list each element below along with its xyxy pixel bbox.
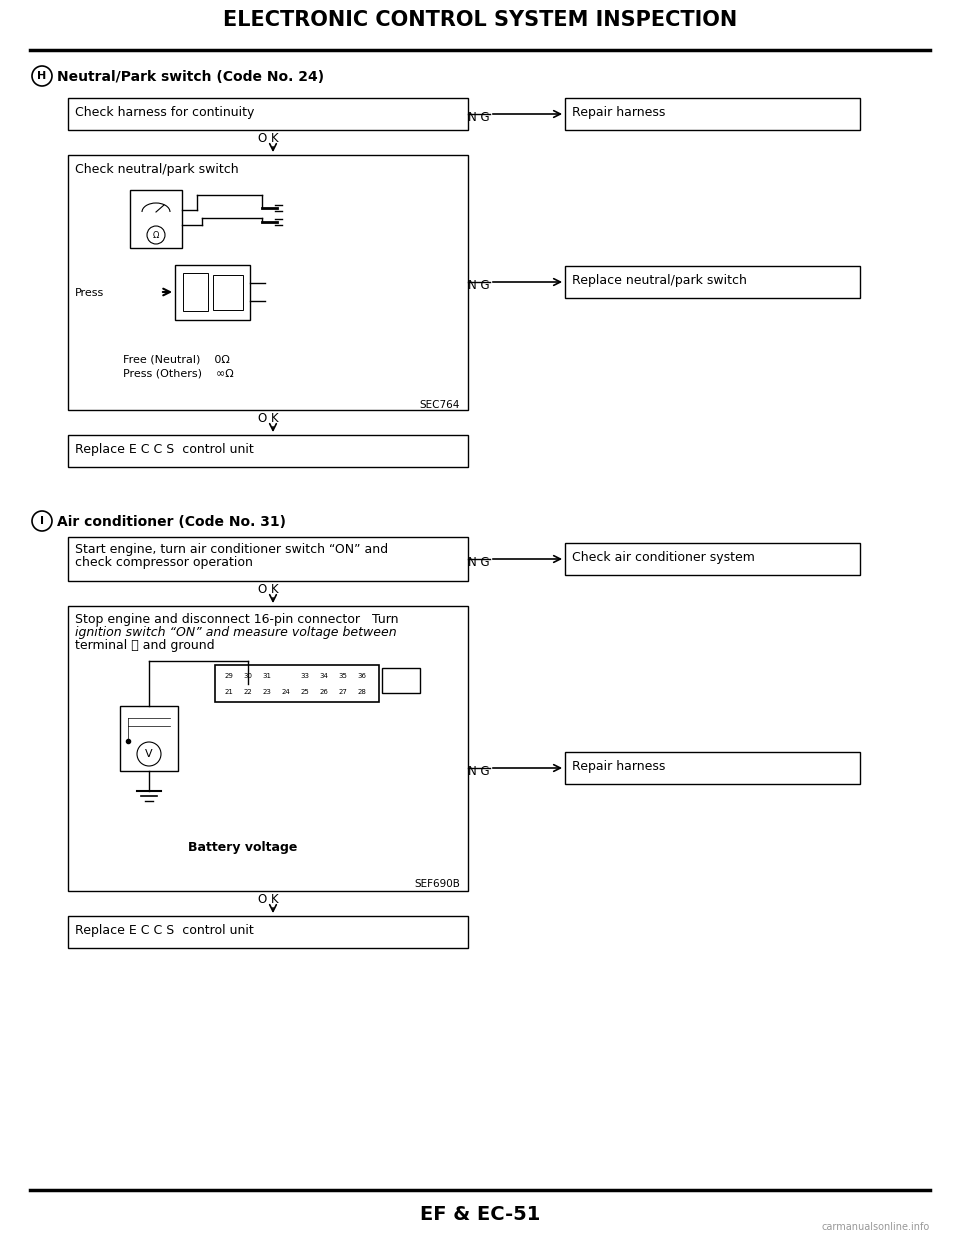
- Text: V: V: [145, 749, 153, 759]
- Bar: [183, 273, 208, 311]
- Text: SEF690B: SEF690B: [414, 879, 460, 889]
- Text: Neutral/Park switch (Code No. 24): Neutral/Park switch (Code No. 24): [57, 69, 324, 84]
- Text: N G: N G: [468, 556, 490, 569]
- Text: 23: 23: [262, 688, 271, 694]
- Text: N G: N G: [468, 765, 490, 777]
- Text: Ω: Ω: [153, 231, 159, 239]
- Text: Stop engine and disconnect 16-pin connector   Turn: Stop engine and disconnect 16-pin connec…: [75, 613, 398, 626]
- Text: 31: 31: [262, 672, 271, 678]
- Bar: [353, 684, 370, 699]
- Text: Press: Press: [75, 288, 105, 298]
- Text: ignition switch “ON” and measure voltage between: ignition switch “ON” and measure voltage…: [75, 626, 396, 639]
- Text: Air conditioner (Code No. 31): Air conditioner (Code No. 31): [57, 515, 286, 529]
- Text: ELECTRONIC CONTROL SYSTEM INSPECTION: ELECTRONIC CONTROL SYSTEM INSPECTION: [223, 10, 737, 30]
- Text: 24: 24: [281, 688, 290, 694]
- Text: Replace neutral/park switch: Replace neutral/park switch: [572, 274, 747, 286]
- Circle shape: [32, 511, 52, 531]
- Text: Replace E C C S  control unit: Replace E C C S control unit: [75, 924, 253, 937]
- Text: Repair harness: Repair harness: [572, 760, 665, 773]
- Bar: [565, 98, 860, 130]
- Bar: [565, 751, 860, 784]
- Text: 33: 33: [300, 672, 309, 678]
- Bar: [68, 155, 468, 410]
- Text: 22: 22: [243, 688, 252, 694]
- Bar: [175, 265, 250, 320]
- Text: Battery voltage: Battery voltage: [188, 841, 298, 854]
- Bar: [565, 543, 860, 575]
- Text: Repair harness: Repair harness: [572, 105, 665, 119]
- Bar: [296, 684, 313, 699]
- Bar: [68, 606, 468, 892]
- Bar: [130, 190, 182, 248]
- Text: H: H: [37, 71, 47, 81]
- Text: EF & EC-51: EF & EC-51: [420, 1205, 540, 1224]
- Text: Replace E C C S  control unit: Replace E C C S control unit: [75, 443, 253, 456]
- Text: 26: 26: [319, 688, 328, 694]
- Text: 34: 34: [319, 672, 328, 678]
- Bar: [239, 668, 256, 683]
- Bar: [315, 668, 332, 683]
- Text: O K: O K: [258, 412, 278, 425]
- Text: Check harness for continuity: Check harness for continuity: [75, 105, 254, 119]
- Bar: [215, 665, 379, 702]
- Text: terminal Ⓖ and ground: terminal Ⓖ and ground: [75, 639, 215, 652]
- Text: SEC764: SEC764: [420, 401, 460, 410]
- Text: Free (Neutral)    0Ω: Free (Neutral) 0Ω: [123, 355, 229, 365]
- Bar: [68, 537, 468, 582]
- Bar: [382, 668, 420, 693]
- Bar: [353, 668, 370, 683]
- Text: 21: 21: [224, 688, 233, 694]
- Bar: [68, 98, 468, 130]
- Bar: [120, 706, 178, 771]
- Text: 25: 25: [300, 688, 309, 694]
- Circle shape: [137, 742, 161, 766]
- Text: Press (Others)    ∞Ω: Press (Others) ∞Ω: [123, 368, 233, 378]
- Bar: [334, 668, 351, 683]
- Bar: [68, 435, 468, 467]
- Text: Check air conditioner system: Check air conditioner system: [572, 551, 755, 564]
- Text: Start engine, turn air conditioner switch “ON” and: Start engine, turn air conditioner switc…: [75, 543, 388, 556]
- Text: 28: 28: [357, 688, 366, 694]
- Text: O K: O K: [258, 583, 278, 596]
- Text: 36: 36: [357, 672, 366, 678]
- Text: carmanualsonline.info: carmanualsonline.info: [822, 1221, 930, 1233]
- Bar: [258, 668, 275, 683]
- Text: check compressor operation: check compressor operation: [75, 556, 252, 569]
- Text: 35: 35: [338, 672, 347, 678]
- Circle shape: [32, 66, 52, 86]
- Bar: [277, 684, 294, 699]
- Text: O K: O K: [258, 131, 278, 145]
- Text: 29: 29: [224, 672, 233, 678]
- Bar: [315, 684, 332, 699]
- Bar: [220, 684, 237, 699]
- Text: 30: 30: [243, 672, 252, 678]
- Text: I: I: [40, 516, 44, 526]
- Bar: [296, 668, 313, 683]
- Bar: [68, 916, 468, 949]
- Bar: [565, 267, 860, 298]
- Bar: [239, 684, 256, 699]
- Text: O K: O K: [258, 893, 278, 906]
- Text: 27: 27: [338, 688, 347, 694]
- Bar: [213, 275, 243, 310]
- Text: Check neutral/park switch: Check neutral/park switch: [75, 162, 239, 176]
- Circle shape: [147, 226, 165, 244]
- Bar: [258, 684, 275, 699]
- Text: N G: N G: [468, 279, 490, 291]
- Text: N G: N G: [468, 112, 490, 124]
- Bar: [220, 668, 237, 683]
- Bar: [334, 684, 351, 699]
